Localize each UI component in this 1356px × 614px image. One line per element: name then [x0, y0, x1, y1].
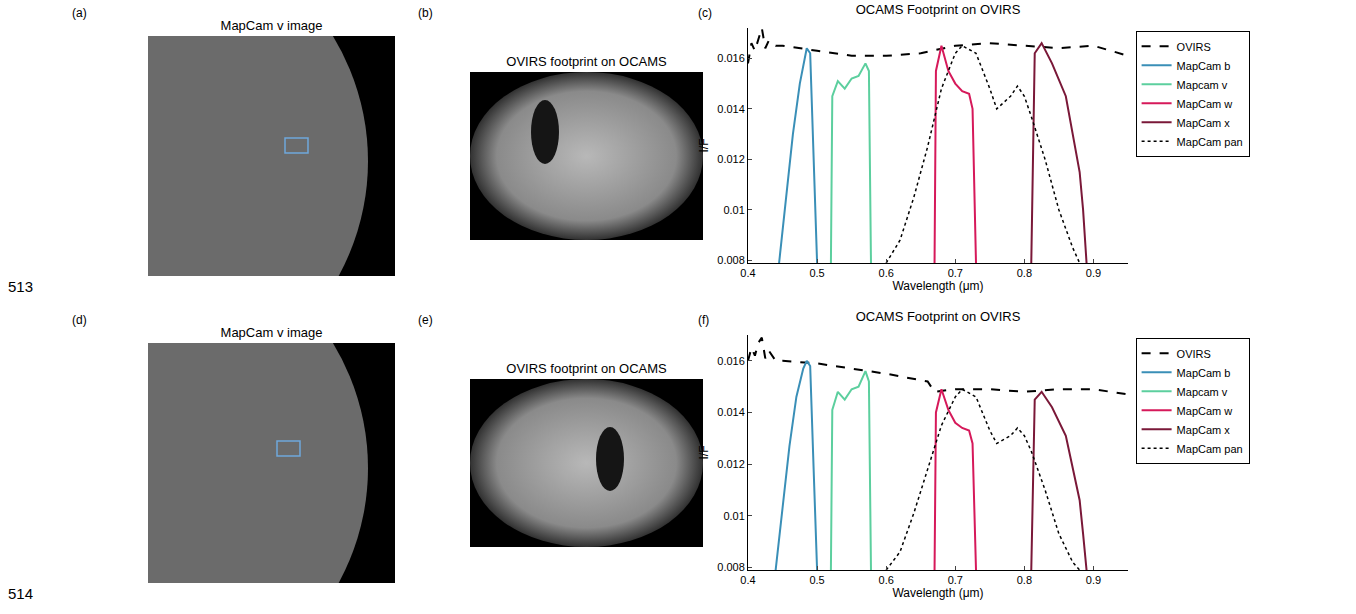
svg-text:0.012: 0.012	[717, 153, 745, 165]
html-text:MapCam v image: MapCam v image	[220, 18, 323, 33]
html-text:(e): (e)	[418, 313, 433, 327]
svg-text:Wavelength (μm): Wavelength (μm)	[892, 279, 983, 293]
html-text:(a): (a)	[72, 6, 87, 20]
html-text:513: 513	[8, 278, 33, 295]
svg-text:0.014: 0.014	[717, 406, 745, 418]
svg-text:0.016: 0.016	[717, 52, 745, 64]
svg-text:0.01: 0.01	[723, 204, 744, 216]
svg-text:0.4: 0.4	[740, 574, 755, 586]
html-text:(f): (f)	[698, 313, 710, 327]
svg-text:0.7: 0.7	[948, 267, 963, 279]
svg-text:MapCam w: MapCam w	[1177, 405, 1233, 417]
svg-text:0.8: 0.8	[1017, 574, 1032, 586]
svg-text:0.6: 0.6	[879, 574, 894, 586]
svg-text:0.6: 0.6	[879, 267, 894, 279]
svg-text:0.008: 0.008	[717, 254, 745, 266]
svg-text:MapCam pan: MapCam pan	[1177, 443, 1243, 455]
html-text:MapCam v image: MapCam v image	[220, 325, 323, 340]
svg-text:Mapcam v: Mapcam v	[1177, 79, 1228, 91]
svg-text:OVIRS: OVIRS	[1177, 348, 1211, 360]
svg-text:0.9: 0.9	[1086, 267, 1101, 279]
svg-text:I/F: I/F	[697, 139, 711, 153]
svg-text:0.012: 0.012	[717, 458, 745, 470]
svg-text:I/F: I/F	[697, 446, 711, 460]
svg-text:0.4: 0.4	[740, 267, 755, 279]
svg-text:0.016: 0.016	[717, 355, 745, 367]
svg-text:MapCam x: MapCam x	[1177, 117, 1231, 129]
html-text:OVIRS footprint on OCAMS: OVIRS footprint on OCAMS	[506, 361, 667, 376]
svg-text:MapCam b: MapCam b	[1177, 367, 1231, 379]
svg-text:OCAMS Footprint on OVIRS: OCAMS Footprint on OVIRS	[856, 2, 1021, 17]
svg-text:0.8: 0.8	[1017, 267, 1032, 279]
svg-text:Wavelength (μm): Wavelength (μm)	[892, 586, 983, 600]
svg-text:OCAMS Footprint on OVIRS: OCAMS Footprint on OVIRS	[856, 309, 1021, 324]
html-text:(b): (b)	[418, 6, 433, 20]
svg-text:0.01: 0.01	[723, 510, 744, 522]
html-text:(c): (c)	[698, 6, 712, 20]
html-text:OVIRS footprint on OCAMS: OVIRS footprint on OCAMS	[506, 54, 667, 69]
svg-text:0.9: 0.9	[1086, 574, 1101, 586]
svg-text:MapCam pan: MapCam pan	[1177, 136, 1243, 148]
svg-text:0.5: 0.5	[809, 574, 824, 586]
svg-text:MapCam x: MapCam x	[1177, 424, 1231, 436]
html-text:(d): (d)	[72, 313, 87, 327]
svg-text:0.014: 0.014	[717, 103, 745, 115]
svg-text:Mapcam v: Mapcam v	[1177, 386, 1228, 398]
svg-text:0.7: 0.7	[948, 574, 963, 586]
html-text:514: 514	[8, 585, 33, 602]
svg-text:0.008: 0.008	[717, 561, 745, 573]
svg-text:MapCam w: MapCam w	[1177, 98, 1233, 110]
svg-text:MapCam b: MapCam b	[1177, 60, 1231, 72]
svg-text:0.5: 0.5	[809, 267, 824, 279]
svg-text:OVIRS: OVIRS	[1177, 41, 1211, 53]
